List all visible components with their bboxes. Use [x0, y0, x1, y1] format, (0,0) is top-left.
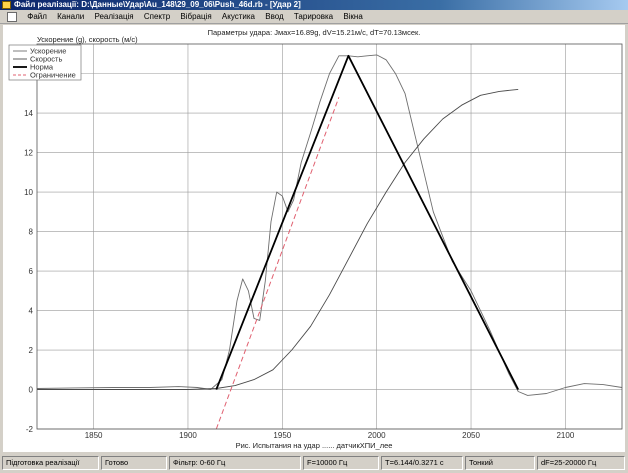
- menu-vibration[interactable]: Вібрація: [180, 12, 212, 21]
- window-title-bar: Файл реалізації: D:\Данные\Удар\Au_148\2…: [0, 0, 628, 10]
- status-filter: Фільтр: 0-60 Гц: [169, 456, 301, 470]
- menu-calibration[interactable]: Тарировка: [293, 12, 334, 21]
- window-title: Файл реалізації: D:\Данные\Удар\Au_148\2…: [14, 0, 301, 9]
- status-frequency-band: dF=25-20000 Гц: [537, 456, 625, 470]
- y-tick-label: 12: [24, 149, 33, 158]
- legend-label: Норма: [30, 63, 54, 72]
- x-tick-label: 2050: [462, 431, 480, 440]
- status-ready: Готово: [101, 456, 167, 470]
- legend-label: Скорость: [30, 55, 62, 64]
- y-tick-label: -2: [26, 425, 34, 434]
- y-tick-label: 14: [24, 109, 33, 118]
- status-sample-rate: F=10000 Гц: [303, 456, 379, 470]
- document-icon[interactable]: [7, 12, 17, 22]
- status-time: T=6.144/0.3271 c: [381, 456, 463, 470]
- menu-file[interactable]: Файл: [27, 12, 47, 21]
- series-line-2: [37, 88, 519, 390]
- y-axis-label: Ускорение (g), скорость (м/с): [37, 35, 138, 44]
- x-tick-label: 2100: [556, 431, 574, 440]
- x-tick-label: 1950: [273, 431, 291, 440]
- y-tick-label: 2: [29, 346, 34, 355]
- y-tick-label: 10: [24, 188, 33, 197]
- menu-spectrum[interactable]: Спектр: [143, 12, 171, 21]
- menu-channels[interactable]: Канали: [57, 12, 85, 21]
- plot-area: 185019001950200020502100-20246810121416 …: [3, 25, 625, 452]
- x-tick-label: 1850: [85, 431, 103, 440]
- menu-acoustics[interactable]: Акустика: [221, 12, 255, 21]
- series-line-4: [215, 97, 340, 430]
- menu-windows[interactable]: Вікна: [343, 12, 363, 21]
- legend-label: Ограничение: [30, 71, 76, 80]
- y-tick-label: 6: [29, 267, 34, 276]
- x-tick-label: 2000: [368, 431, 386, 440]
- y-tick-label: 0: [29, 386, 34, 395]
- status-preparation: Підготовка реалізації: [2, 456, 99, 470]
- series-line-3: [215, 54, 520, 390]
- status-mode: Тонкий: [465, 456, 535, 470]
- chart-title: Параметры удара: Jмах=16.89g, dV=15.21м/…: [208, 28, 421, 37]
- x-axis-label: Рис. Испытания на удар ...... датчикХПИ_…: [236, 441, 393, 450]
- menu-bar: Файл Канали Реалізація Спектр Вібрація А…: [0, 10, 628, 24]
- impact-chart: 185019001950200020502100-20246810121416 …: [3, 25, 625, 452]
- x-tick-label: 1900: [179, 431, 197, 440]
- menu-input[interactable]: Ввод: [265, 12, 284, 21]
- menu-realization[interactable]: Реалізація: [94, 12, 134, 21]
- plot-frame: [36, 43, 623, 430]
- legend-label: Ускорение: [30, 47, 66, 56]
- y-tick-label: 8: [29, 228, 34, 237]
- y-tick-label: 4: [29, 307, 34, 316]
- status-bar: Підготовка реалізації Готово Фільтр: 0-6…: [0, 453, 628, 473]
- app-icon: [2, 1, 11, 9]
